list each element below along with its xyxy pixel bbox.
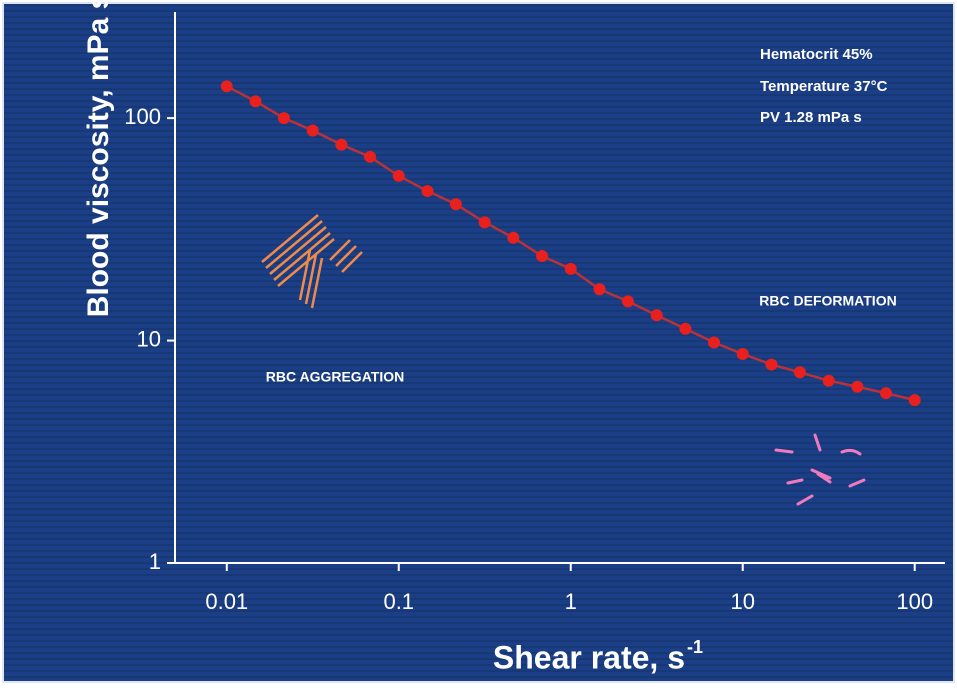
annotation: RBC AGGREGATION [266,369,404,385]
data-point [507,231,520,244]
data-point [249,95,262,108]
data-point [593,283,606,296]
data-point [364,150,377,163]
y-tick-label: 10 [137,326,161,351]
y-tick-label: 100 [124,104,161,129]
data-point [478,216,491,229]
data-point [650,309,663,322]
data-point [851,380,864,393]
rbc-deformed-icon [774,433,866,506]
x-tick-label: 0.1 [383,589,414,614]
x-tick-label: 1 [565,589,577,614]
y-axis-label: Blood viscosity, mPa s [82,0,115,317]
y-tick-label: 1 [149,549,161,574]
x-tick-label: 0.01 [205,589,248,614]
data-point [564,262,577,275]
data-point [793,366,806,379]
data-point [306,124,319,137]
data-point [421,185,434,198]
data-point [277,112,290,125]
annotation: RBC DEFORMATION [759,293,896,309]
annotation: Temperature 37°C [760,78,888,95]
data-point [765,358,778,371]
x-tick-label: 100 [896,589,933,614]
data-point [449,198,462,211]
annotation: PV 1.28 mPa s [760,109,862,126]
data-point [392,169,405,182]
annotation: Hematocrit 45% [760,46,873,63]
data-point [822,374,835,387]
data-point [335,138,348,151]
x-axis-label-superscript: -1 [687,637,703,657]
data-point [536,249,549,262]
data-point [679,322,692,335]
data-point [708,336,721,349]
rbc-aggregate-icon [261,214,363,309]
data-point [908,394,921,407]
data-point [621,295,634,308]
data-point [220,80,233,93]
x-tick-label: 10 [730,589,754,614]
data-point [880,387,893,400]
data-point [736,348,749,361]
x-axis-label: Shear rate, s [493,639,685,675]
